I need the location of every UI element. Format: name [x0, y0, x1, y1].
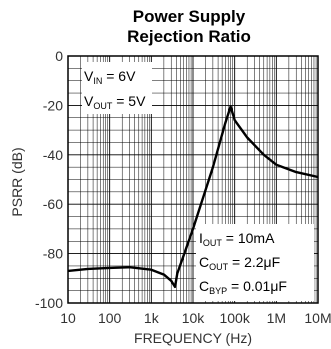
grid-lines	[67, 55, 318, 304]
chart-title-line2: Rejection Ratio	[127, 27, 251, 46]
annotation-vout: VOUT = 5V	[84, 93, 146, 111]
y-tick-label: -80	[43, 246, 63, 262]
y-axis-label: PSRR (dB)	[9, 147, 25, 216]
y-tick-label: -20	[43, 97, 63, 113]
plot-frame	[67, 55, 319, 304]
x-tick-label: 10k	[182, 310, 206, 326]
annotation-cout: COUT = 2.2μF	[199, 254, 280, 272]
annotation-box-input	[82, 62, 152, 114]
x-tick-label: 100	[98, 310, 122, 326]
y-tick-label: -100	[35, 295, 63, 311]
annotation-box-output	[196, 224, 314, 301]
y-tick-label: -60	[43, 196, 63, 212]
x-tick-label: 1M	[267, 310, 286, 326]
x-tick-label: 100k	[219, 310, 250, 326]
chart-title-line1: Power Supply	[133, 7, 246, 26]
annotation-iout: IOUT = 10mA	[199, 230, 275, 248]
y-tick-label: 0	[55, 48, 63, 64]
annotation-vin: VIN = 6V	[84, 68, 136, 86]
x-tick-label: 1k	[144, 310, 160, 326]
y-tick-label: -40	[43, 147, 63, 163]
x-tick-label: 10M	[304, 310, 331, 326]
y-axis-ticks: 0 -20 -40 -60 -80 -100	[35, 48, 63, 311]
x-axis-label: FREQUENCY (Hz)	[134, 330, 252, 346]
annotation-cbyp: CBYP = 0.01μF	[199, 278, 287, 296]
x-axis-ticks: 10 100 1k 10k 100k 1M 10M	[60, 310, 331, 326]
psrr-series-line	[67, 105, 319, 289]
x-tick-label: 10	[60, 310, 76, 326]
